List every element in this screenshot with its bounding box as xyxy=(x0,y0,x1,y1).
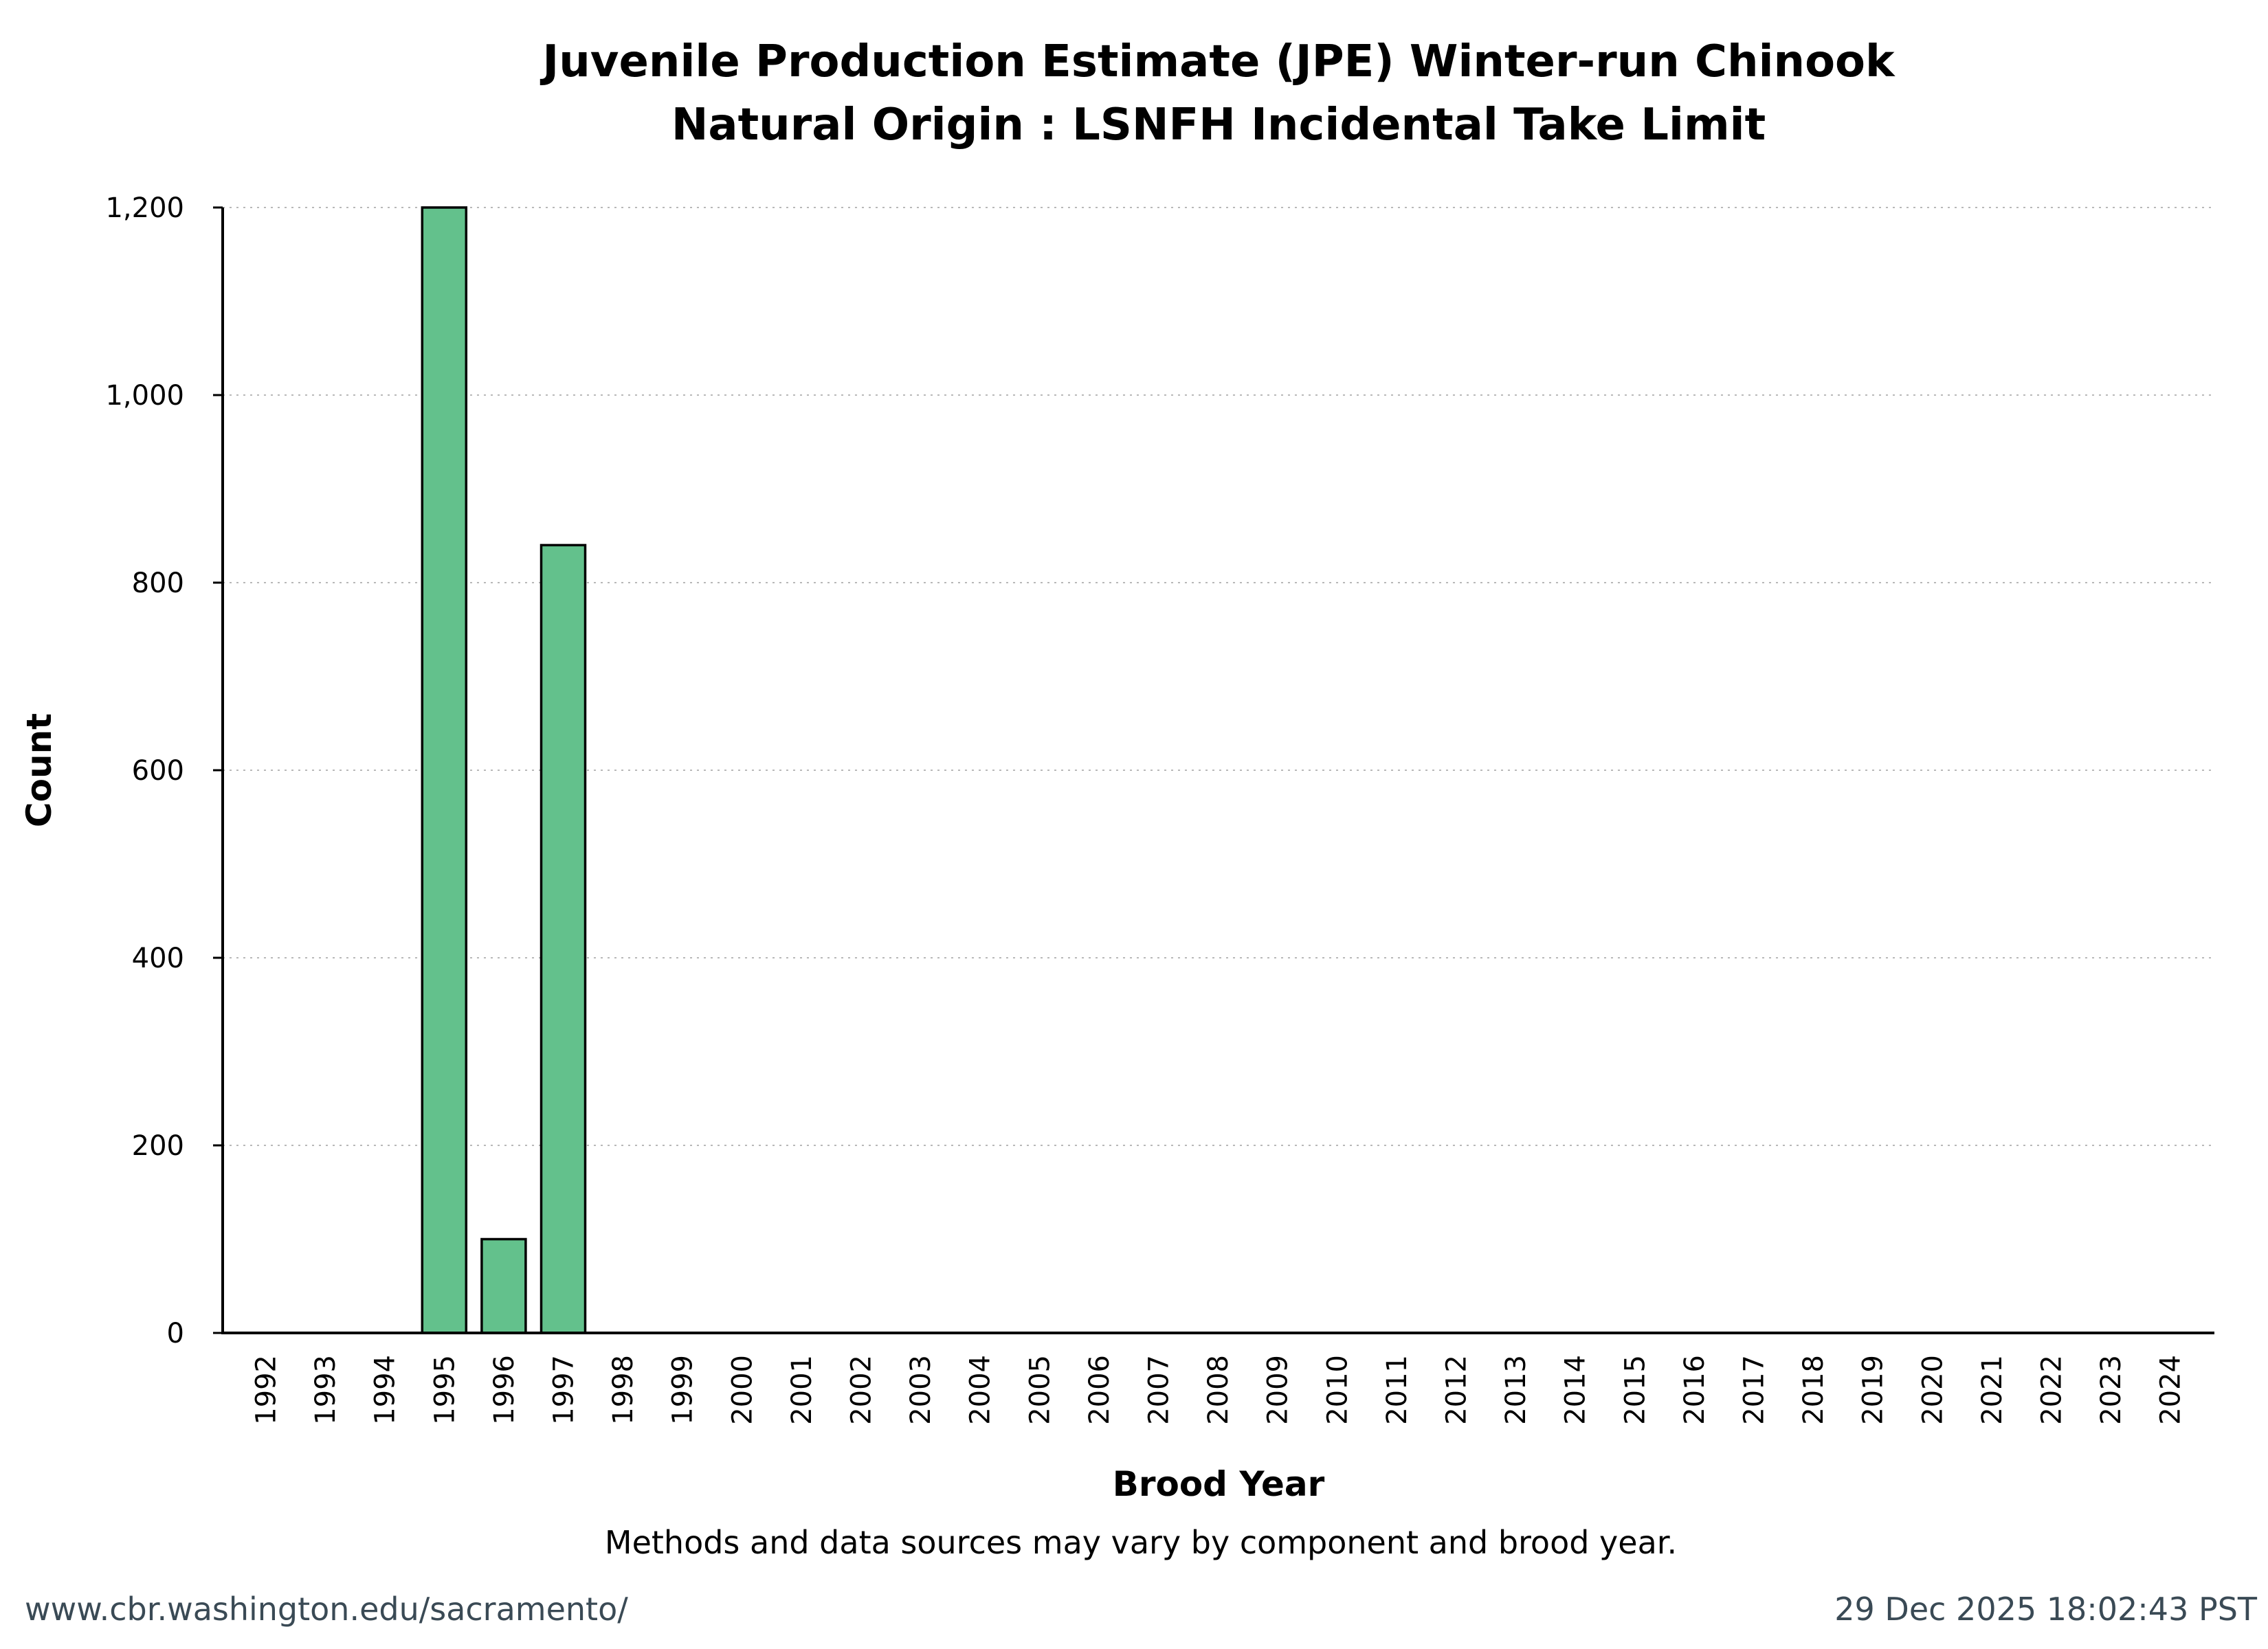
x-tick-label-1995: 1995 xyxy=(429,1355,460,1425)
x-tick-label-1993: 1993 xyxy=(310,1355,342,1425)
x-tick-label-2007: 2007 xyxy=(1144,1355,1175,1425)
y-tick-label-1200: 1,200 xyxy=(105,192,184,224)
x-tick-label-2006: 2006 xyxy=(1084,1355,1115,1425)
footer-url[interactable]: www.cbr.washington.edu/sacramento/ xyxy=(25,1591,628,1628)
x-tick-label-2017: 2017 xyxy=(1739,1355,1770,1425)
chart-title-line-1: Juvenile Production Estimate (JPE) Winte… xyxy=(540,36,1895,87)
x-tick-label-2008: 2008 xyxy=(1203,1355,1234,1425)
x-tick-label-2001: 2001 xyxy=(786,1355,818,1425)
bar-1997 xyxy=(540,543,587,1334)
x-tick-label-1994: 1994 xyxy=(370,1355,401,1425)
gridlines xyxy=(223,207,2214,1146)
y-tick-label-600: 600 xyxy=(132,755,184,787)
x-tick-label-1997: 1997 xyxy=(548,1355,580,1425)
y-tick-label-200: 200 xyxy=(132,1130,184,1162)
x-tick-label-2004: 2004 xyxy=(965,1355,997,1425)
x-tick-label-2023: 2023 xyxy=(2095,1355,2127,1425)
methods-note: Methods and data sources may vary by com… xyxy=(605,1524,1677,1561)
x-tick-label-2015: 2015 xyxy=(1619,1355,1651,1425)
chart-title-line-2: Natural Origin : LSNFH Incidental Take L… xyxy=(671,100,1766,150)
x-tick-label-2003: 2003 xyxy=(905,1355,937,1425)
bar-1995 xyxy=(421,206,468,1334)
x-tick-label-2005: 2005 xyxy=(1024,1355,1056,1425)
footer-timestamp: 29 Dec 2025 18:02:43 PST xyxy=(1834,1591,2258,1628)
x-tick-label-1992: 1992 xyxy=(251,1355,282,1425)
x-tick-label-2014: 2014 xyxy=(1560,1355,1592,1425)
x-tick-label-1999: 1999 xyxy=(667,1355,699,1425)
y-tick-label-0: 0 xyxy=(167,1318,184,1349)
x-tick-label-2013: 2013 xyxy=(1500,1355,1532,1425)
x-tick-label-2020: 2020 xyxy=(1917,1355,1948,1425)
y-tick-label-400: 400 xyxy=(132,943,184,974)
x-tick-label-2021: 2021 xyxy=(1977,1355,2008,1425)
bar-1996 xyxy=(480,1237,527,1334)
x-tick-label-2016: 2016 xyxy=(1679,1355,1711,1425)
x-tick-label-2019: 2019 xyxy=(1858,1355,1889,1425)
x-tick-label-2011: 2011 xyxy=(1381,1355,1413,1425)
x-tick-label-2022: 2022 xyxy=(2036,1355,2068,1425)
x-tick-label-1998: 1998 xyxy=(608,1355,639,1425)
x-tick-label-2009: 2009 xyxy=(1263,1355,1294,1425)
x-tick-label-1996: 1996 xyxy=(489,1355,520,1425)
x-tick-label-2012: 2012 xyxy=(1441,1355,1473,1425)
x-tick-label-2024: 2024 xyxy=(2155,1355,2187,1425)
x-tick-label-2018: 2018 xyxy=(1798,1355,1830,1425)
y-axis-label: Count xyxy=(19,713,59,827)
y-tick-label-1000: 1,000 xyxy=(105,380,184,412)
x-tick-label-2002: 2002 xyxy=(846,1355,878,1425)
bars xyxy=(421,206,587,1334)
y-axis-ticks: 0 200 400 600 800 1,000 1,200 xyxy=(105,192,223,1349)
x-tick-label-2010: 2010 xyxy=(1322,1355,1353,1425)
x-tick-label-2000: 2000 xyxy=(726,1355,758,1425)
y-tick-label-800: 800 xyxy=(132,568,184,599)
x-axis-ticks: 1992 1993 1994 1995 1996 1997 1998 1999 2000 2001… xyxy=(251,1355,2187,1425)
x-axis-label: Brood Year xyxy=(1113,1464,1325,1504)
